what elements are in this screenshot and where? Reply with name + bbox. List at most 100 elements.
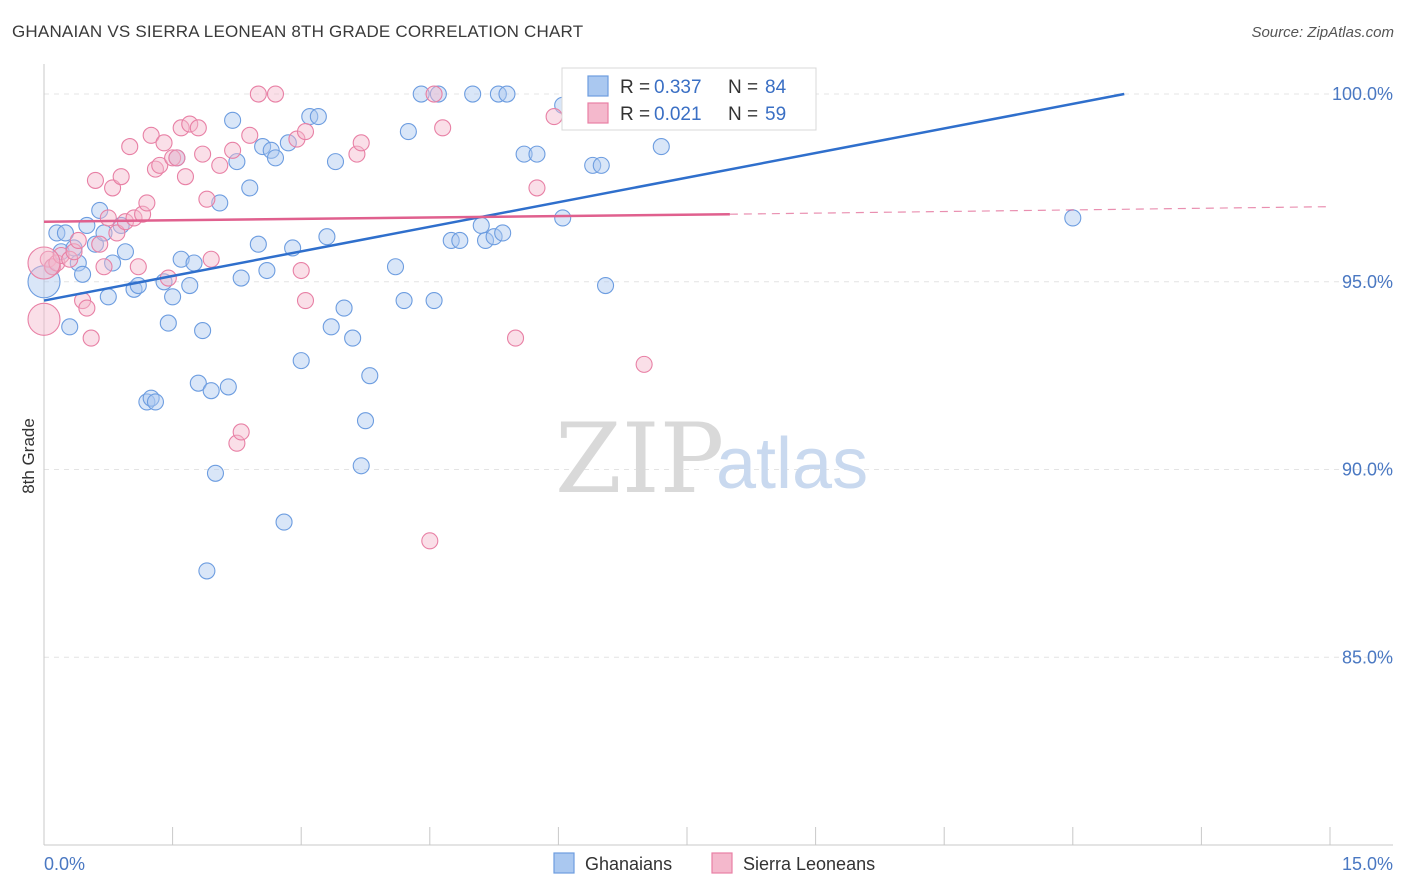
ghanaians-point-31: [198, 562, 216, 580]
x-tick-label-1: 15.0%: [1342, 854, 1393, 874]
watermark: ZIP atlas: [555, 403, 868, 515]
ghanaians-point-82: [652, 138, 670, 156]
x-tick-label-0: 0.0%: [44, 854, 85, 874]
ghanaians-point-71: [489, 85, 507, 103]
sierra-leoneans-point-22: [134, 205, 152, 223]
bottom-legend-sierra-leoneans: Sierra Leoneans: [743, 854, 875, 874]
sierra-leoneans-point-16: [108, 224, 126, 242]
ghanaians-point-61: [399, 123, 417, 141]
sierra-leoneans-point-14: [99, 209, 117, 227]
legend-r-value-1: 0.337: [654, 77, 702, 98]
ghanaians-point-18: [129, 276, 147, 295]
ghanaians-point-51: [318, 228, 336, 246]
sierra-leoneans-trend-line-extension: [729, 206, 1331, 215]
ghanaians-point-69: [476, 231, 495, 250]
ghanaians-point-52: [322, 318, 340, 336]
sierra-leoneans-point-23: [138, 194, 156, 212]
ghanaians-point-37: [228, 153, 246, 171]
ghanaians-point-34: [211, 194, 229, 212]
ghanaians-point-73: [494, 224, 512, 242]
sierra-leoneans-point-31: [172, 119, 190, 137]
sierra-leoneans-point-13: [95, 258, 113, 276]
ghanaians-point-45: [275, 513, 293, 531]
legend-n-value-2: 59: [765, 104, 786, 125]
ghanaians-point-29: [189, 374, 207, 392]
sierra-leoneans-point-29: [164, 149, 182, 167]
ghanaians-point-27: [181, 276, 199, 295]
legend-r-value-2: 0.021: [654, 104, 702, 125]
ghanaians-point-63: [429, 85, 447, 103]
watermark-atlas: atlas: [716, 424, 868, 504]
ghanaians-point-68: [472, 216, 490, 235]
ghanaians-point-9: [78, 216, 96, 235]
legend-swatch-sierra-leoneans: [587, 102, 609, 124]
ghanaians-point-50: [309, 108, 327, 126]
sierra-leoneans-point-46: [296, 123, 315, 141]
ghanaians-point-28: [185, 254, 203, 272]
ghanaians-point-58: [361, 367, 379, 385]
ghanaians-point-30: [194, 322, 212, 340]
bottom-legend-swatch-ghanaians: [553, 852, 575, 874]
sierra-leoneans-point-6: [65, 243, 83, 261]
bottom-legend: Ghanaians Sierra Leoneans: [553, 852, 875, 874]
sierra-leoneans-point-10: [82, 329, 100, 347]
legend-r-label-1: R =: [620, 77, 650, 98]
y-tick-label-2: 90.0%: [1342, 460, 1393, 480]
sierra-leoneans-point-9: [78, 299, 96, 317]
sierra-leoneans-point-4: [52, 246, 70, 265]
ghanaians-point-8: [74, 265, 92, 283]
ghanaians-point-38: [232, 269, 250, 287]
trend-lines: [43, 92, 1331, 302]
sierra-leoneans-point-55: [528, 179, 546, 197]
sierra-leoneans-point-40: [228, 434, 246, 452]
sierra-leoneans-point-41: [232, 423, 250, 441]
sierra-leoneans-point-39: [224, 141, 242, 159]
ghanaians-point-41: [254, 138, 272, 156]
legend-swatch-ghanaians: [587, 75, 609, 97]
ghanaians-point-2: [48, 224, 66, 242]
ghanaians-point-75: [528, 145, 546, 163]
ghanaians-point-77: [554, 209, 572, 227]
ghanaians-point-79: [592, 156, 610, 174]
grid-lines: [44, 93, 1390, 658]
ghanaians-point-70: [485, 228, 503, 246]
sierra-leoneans-point-53: [434, 119, 452, 137]
sierra-leoneans-point-49: [348, 145, 366, 163]
data-points: [27, 85, 1082, 580]
bottom-legend-swatch-sierra-leoneans: [711, 852, 733, 874]
legend: R = 0.337 N = 84 R = 0.021 N = 59: [561, 67, 817, 131]
sierra-leoneans-point-12: [91, 235, 109, 253]
sierra-leoneans-point-35: [194, 145, 212, 163]
sierra-leoneans-point-27: [155, 134, 173, 152]
bottom-legend-ghanaians: Ghanaians: [585, 854, 672, 874]
chart-title: GHANAIAN VS SIERRA LEONEAN 8TH GRADE COR…: [12, 22, 584, 41]
ghanaians-point-7: [69, 254, 87, 272]
chart-source: Source: ZipAtlas.com: [1251, 24, 1394, 41]
ghanaians-point-72: [498, 85, 516, 103]
sierra-leoneans-point-44: [266, 85, 285, 103]
ghanaians-point-83: [1064, 209, 1082, 227]
sierra-leoneans-point-21: [129, 258, 147, 276]
sierra-leoneans-point-11: [86, 171, 104, 189]
watermark-zip: ZIP: [555, 403, 724, 515]
ghanaians-point-53: [326, 153, 345, 171]
ghanaians-point-55: [344, 329, 362, 347]
sierra-leoneans-point-24: [142, 126, 160, 144]
ghanaians-point-59: [386, 258, 405, 276]
ghanaians-point-21: [146, 393, 165, 411]
ghanaians-point-33: [206, 464, 225, 482]
ghanaians-point-80: [597, 276, 615, 295]
ghanaians-point-57: [356, 412, 375, 430]
ghanaians-point-48: [292, 352, 310, 370]
sierra-leoneans-point-43: [249, 85, 267, 103]
ghanaians-point-54: [335, 299, 353, 317]
legend-n-value-1: 84: [765, 77, 787, 98]
sierra-leoneans-point-58: [27, 246, 61, 280]
sierra-leoneans-point-19: [121, 138, 139, 156]
ghanaians-point-13: [99, 288, 117, 306]
ghanaians-point-26: [172, 250, 190, 268]
legend-n-label-2: N =: [728, 104, 758, 125]
sierra-leoneans-point-48: [296, 292, 315, 310]
y-tick-label-1: 95.0%: [1342, 272, 1393, 292]
ghanaians-point-74: [515, 145, 533, 163]
